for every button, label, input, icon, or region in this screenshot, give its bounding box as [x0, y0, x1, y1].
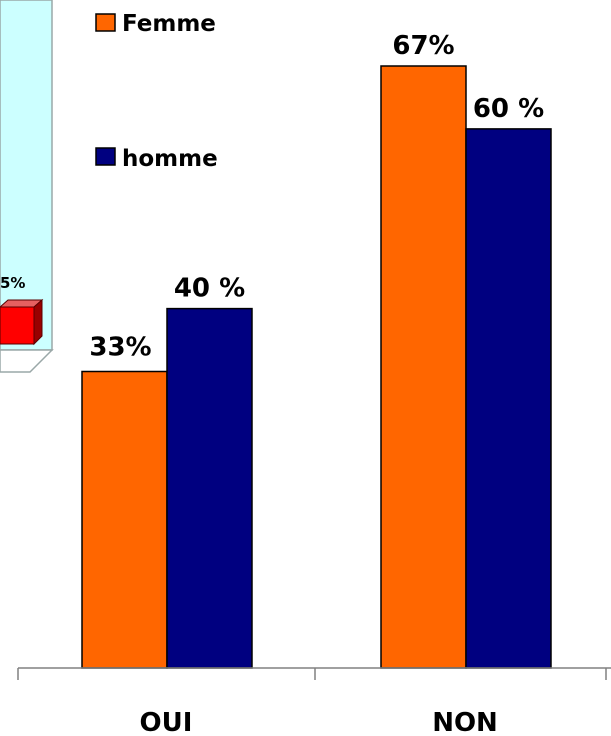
legend-swatch-femme — [95, 13, 116, 32]
data-labels: 33% 40 % 67% 60 % — [89, 31, 544, 362]
legend-label-femme: Femme — [122, 11, 216, 37]
legend-label-homme: homme — [122, 146, 218, 172]
background-chart-floor — [0, 349, 54, 373]
bar-homme-oui — [166, 307, 253, 669]
legend-item-homme: homme — [95, 146, 218, 172]
background-bar-side — [33, 298, 43, 346]
background-chart-label: 5% — [0, 274, 25, 292]
bar-femme-non — [380, 65, 467, 669]
x-axis: OUI NON — [17, 667, 611, 736]
legend-swatch-homme — [95, 147, 116, 166]
bar-homme-non — [465, 128, 552, 669]
background-chart: 5% — [0, 0, 54, 373]
x-tick-label-oui: OUI — [140, 708, 193, 736]
x-tick-label-non: NON — [432, 708, 498, 736]
legend-item-femme: Femme — [95, 11, 216, 37]
bars — [81, 65, 552, 669]
data-label-femme-oui: 33% — [89, 332, 151, 362]
legend: Femme homme — [95, 11, 218, 172]
data-label-homme-oui: 40 % — [174, 274, 245, 304]
bar-femme-oui — [81, 370, 168, 669]
data-label-homme-non: 60 % — [473, 94, 544, 124]
background-chart-panel — [0, 0, 53, 351]
data-label-femme-non: 67% — [392, 31, 454, 61]
background-bar-front — [0, 306, 35, 345]
